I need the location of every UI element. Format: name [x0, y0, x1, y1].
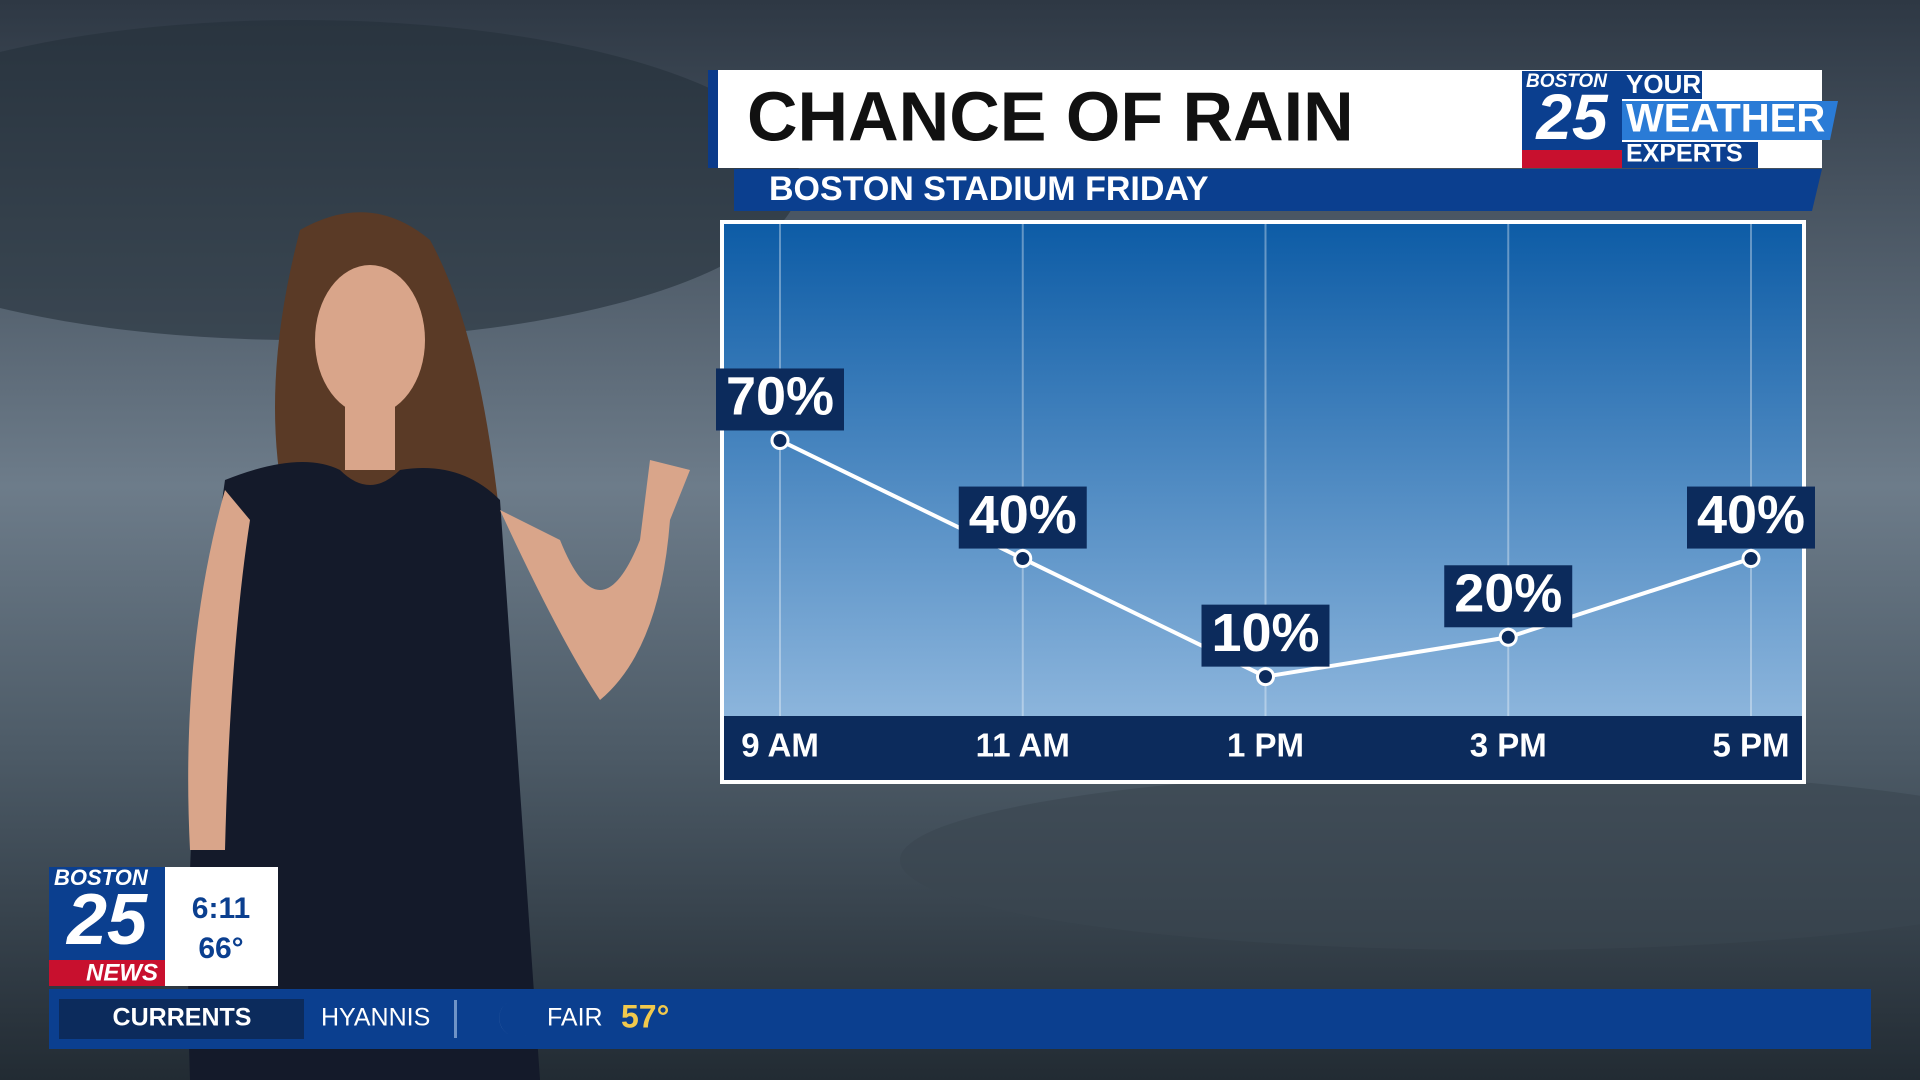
ticker-label: CURRENTS [113, 1004, 252, 1032]
ticker-label-box [59, 999, 304, 1039]
cloud [0, 20, 800, 340]
chart: 9 AM 11 AM 1 PM 3 PM 5 PM 70% 40% 10% 20% 40% [716, 224, 1815, 764]
ticker-divider [454, 1000, 457, 1038]
ticker-location: HYANNIS [321, 1004, 430, 1032]
bug-logo-red [49, 960, 165, 986]
bug-number: 25 [65, 880, 148, 960]
logo-tag: WEATHER [1626, 97, 1825, 141]
logo-tag-box [1622, 101, 1838, 140]
chart-title: CHANCE OF RAIN [747, 77, 1354, 155]
logo-tag-box [1622, 71, 1702, 99]
point [770, 430, 790, 450]
x-tick-label: 3 PM [1470, 727, 1547, 764]
value-label-box [1201, 604, 1330, 667]
point [1256, 667, 1275, 687]
bug-station: BOSTON [54, 865, 149, 890]
logo-tag-box [1622, 142, 1758, 168]
x-tick-label: 9 AM [741, 727, 819, 764]
logo-number: 25 [1535, 81, 1609, 153]
logo-tag: YOUR [1626, 69, 1701, 99]
value-label-box [1687, 486, 1815, 549]
road [900, 770, 1920, 950]
ticker-bar [49, 989, 1871, 1049]
ticker-condition: FAIR [547, 1004, 603, 1032]
bug-temperature: 66° [198, 932, 243, 965]
value-label-box [1444, 565, 1573, 628]
arm [188, 490, 250, 850]
value-label: 20% [1454, 564, 1562, 624]
value-label: 40% [1697, 485, 1805, 545]
ticker-temperature: 57° [621, 998, 669, 1034]
bug-info [165, 867, 278, 986]
value-label-box [716, 368, 844, 431]
arm [500, 460, 690, 700]
x-axis-band [724, 716, 1802, 780]
value-label-box [958, 486, 1087, 549]
value-label: 10% [1211, 603, 1319, 663]
logo-red [1522, 150, 1622, 168]
neck [345, 400, 395, 470]
point [1013, 549, 1033, 569]
point [1741, 549, 1761, 569]
logo-station: BOSTON [1526, 71, 1608, 92]
face [315, 265, 425, 415]
value-label: 70% [726, 367, 834, 427]
bug-time: 6:11 [192, 892, 250, 925]
logo-tag: EXPERTS [1626, 140, 1743, 168]
x-tick-label: 11 AM [976, 727, 1070, 764]
x-tick-label: 1 PM [1227, 727, 1304, 764]
bug-label: NEWS [86, 959, 158, 986]
subtitle-band [734, 169, 1822, 211]
value-label: 40% [969, 485, 1077, 545]
point [1498, 627, 1518, 647]
x-tick-label: 5 PM [1712, 727, 1789, 764]
title-stripe [708, 70, 718, 168]
chart-subtitle: BOSTON STADIUM FRIDAY [769, 170, 1209, 208]
